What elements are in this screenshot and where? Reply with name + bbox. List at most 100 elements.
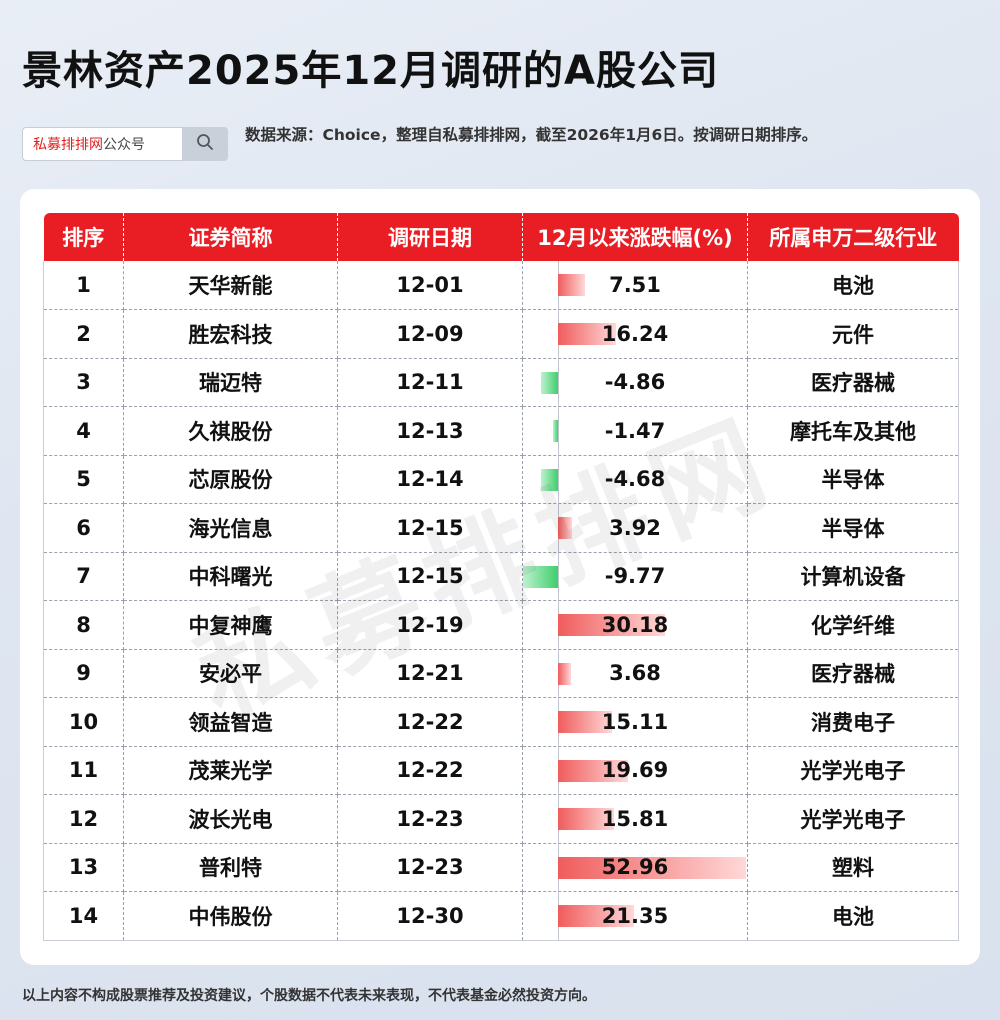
industry-cell: 半导体 <box>747 503 959 553</box>
date-cell: 12-01 <box>337 261 523 310</box>
change-value: -1.47 <box>604 418 666 443</box>
change-value: -4.86 <box>604 370 666 395</box>
change-cell: 19.69 <box>522 746 748 795</box>
header-change: 12月以来涨跌幅(%) <box>522 213 748 261</box>
industry-cell: 半导体 <box>747 455 959 504</box>
industry-cell: 化学纤维 <box>747 600 959 650</box>
table-row: 13 普利特 12-23 52.96 塑料 <box>43 843 959 892</box>
table-row: 6 海光信息 12-15 3.92 半导体 <box>43 503 959 553</box>
name-cell: 久祺股份 <box>123 406 338 456</box>
change-value: 16.24 <box>601 321 669 346</box>
change-cell: 21.35 <box>522 891 748 941</box>
rank-cell: 3 <box>43 358 124 407</box>
rank-cell: 6 <box>43 503 124 553</box>
zero-line <box>558 552 559 600</box>
table-row: 14 中伟股份 12-30 21.35 电池 <box>43 891 959 941</box>
change-bar <box>558 711 612 733</box>
table-row: 1 天华新能 12-01 7.51 电池 <box>43 261 959 310</box>
date-cell: 12-15 <box>337 503 523 553</box>
change-cell: 30.18 <box>522 600 748 650</box>
date-cell: 12-14 <box>337 455 523 504</box>
search-button[interactable] <box>182 127 228 161</box>
table-header-row: 排序 证券简称 调研日期 12月以来涨跌幅(%) 所属申万二级行业 <box>43 213 959 261</box>
change-cell: 3.68 <box>522 649 748 698</box>
header-rank: 排序 <box>43 213 124 261</box>
change-cell: -1.47 <box>522 406 748 456</box>
table-row: 10 领益智造 12-22 15.11 消费电子 <box>43 697 959 747</box>
change-bar <box>558 856 746 879</box>
header-industry: 所属申万二级行业 <box>747 213 959 261</box>
industry-cell: 医疗器械 <box>747 649 959 698</box>
change-value: 21.35 <box>601 903 669 928</box>
research-table: 排序 证券简称 调研日期 12月以来涨跌幅(%) 所属申万二级行业 1 天华新能 1… <box>43 213 959 941</box>
name-cell: 胜宏科技 <box>123 309 338 359</box>
change-bar <box>558 662 572 685</box>
change-bar <box>558 517 572 539</box>
change-cell: 15.11 <box>522 697 748 747</box>
name-cell: 芯原股份 <box>123 455 338 504</box>
change-bar <box>558 905 634 927</box>
change-cell: -4.86 <box>522 358 748 407</box>
date-cell: 12-21 <box>337 649 523 698</box>
name-cell: 中科曙光 <box>123 552 338 601</box>
change-cell: 3.92 <box>522 503 748 553</box>
change-bar <box>558 614 666 636</box>
date-cell: 12-23 <box>337 794 523 844</box>
industry-cell: 元件 <box>747 309 959 359</box>
table-row: 5 芯原股份 12-14 -4.68 半导体 <box>43 455 959 504</box>
date-cell: 12-15 <box>337 552 523 601</box>
date-cell: 12-23 <box>337 843 523 892</box>
header-name: 证券简称 <box>123 213 338 261</box>
rank-cell: 12 <box>43 794 124 844</box>
date-cell: 12-09 <box>337 309 523 359</box>
date-cell: 12-22 <box>337 746 523 795</box>
change-value: 7.51 <box>609 273 661 297</box>
rank-cell: 4 <box>43 406 124 456</box>
source-note: 数据来源：Choice，整理自私募排排网，截至2026年1月6日。按调研日期排序… <box>245 126 818 144</box>
rank-cell: 5 <box>43 455 124 504</box>
change-value: 3.68 <box>609 661 661 686</box>
change-bar <box>552 420 558 442</box>
change-cell: 7.51 <box>522 261 748 310</box>
rank-cell: 9 <box>43 649 124 698</box>
name-cell: 普利特 <box>123 843 338 892</box>
rank-cell: 8 <box>43 600 124 650</box>
table-row: 4 久祺股份 12-13 -1.47 摩托车及其他 <box>43 406 959 456</box>
change-bar <box>540 371 558 394</box>
name-cell: 天华新能 <box>123 261 338 310</box>
rank-cell: 13 <box>43 843 124 892</box>
name-cell: 中复神鹰 <box>123 600 338 650</box>
change-value: 52.96 <box>601 855 669 880</box>
change-bar <box>558 808 615 830</box>
table-row: 9 安必平 12-21 3.68 医疗器械 <box>43 649 959 698</box>
change-cell: 16.24 <box>522 309 748 359</box>
change-cell: -4.68 <box>522 455 748 504</box>
rank-cell: 11 <box>43 746 124 795</box>
industry-cell: 摩托车及其他 <box>747 406 959 456</box>
table-row: 2 胜宏科技 12-09 16.24 元件 <box>43 309 959 359</box>
change-value: 30.18 <box>601 612 669 637</box>
industry-cell: 电池 <box>747 891 959 941</box>
zero-line <box>558 407 559 455</box>
industry-cell: 计算机设备 <box>747 552 959 601</box>
change-bar <box>558 323 616 345</box>
zero-line <box>558 358 559 406</box>
date-cell: 12-19 <box>337 600 523 650</box>
change-bar <box>541 468 558 491</box>
zero-line <box>558 455 559 503</box>
brand-name: 私募排排网 <box>33 137 103 153</box>
date-cell: 12-22 <box>337 697 523 747</box>
table-row: 12 波长光电 12-23 15.81 光学光电子 <box>43 794 959 844</box>
rank-cell: 1 <box>43 261 124 310</box>
date-cell: 12-30 <box>337 891 523 941</box>
date-cell: 12-13 <box>337 406 523 456</box>
change-cell: -9.77 <box>522 552 748 601</box>
industry-cell: 医疗器械 <box>747 358 959 407</box>
industry-cell: 光学光电子 <box>747 746 959 795</box>
brand-suffix: 公众号 <box>103 137 145 153</box>
name-cell: 中伟股份 <box>123 891 338 941</box>
change-bar <box>558 759 628 782</box>
search-bar[interactable]: 私募排排网 公众号 <box>22 127 228 161</box>
change-value: 3.92 <box>609 515 661 540</box>
search-input[interactable]: 私募排排网 公众号 <box>22 127 182 161</box>
